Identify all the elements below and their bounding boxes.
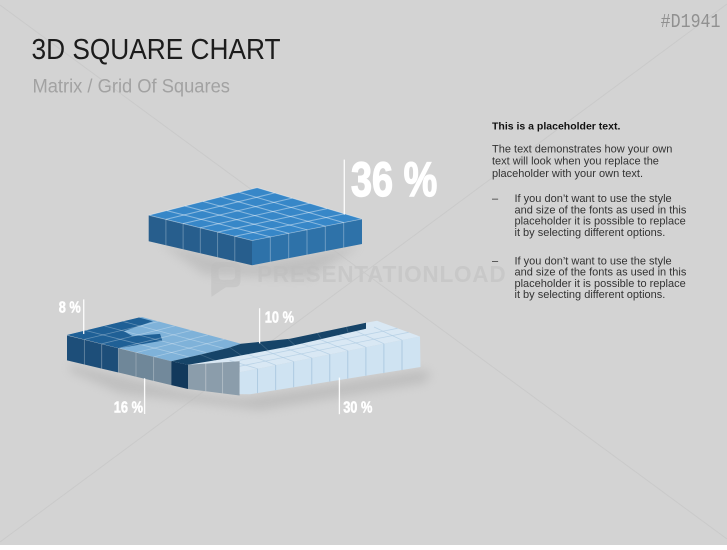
svg-text:placeholder it is possible to: placeholder it is possible to replace bbox=[515, 216, 686, 228]
svg-text:3D SQUARE CHART: 3D SQUARE CHART bbox=[31, 33, 280, 65]
svg-text:Matrix / Grid Of Squares: Matrix / Grid Of Squares bbox=[33, 76, 230, 98]
svg-text:and size of the fonts as used: and size of the fonts as used in this bbox=[515, 204, 687, 216]
svg-text:it by selecting different opti: it by selecting different options. bbox=[515, 227, 666, 239]
svg-text:placeholder it is possible to: placeholder it is possible to replace bbox=[515, 278, 686, 290]
svg-text:#D1941: #D1941 bbox=[661, 12, 721, 33]
svg-text:8 %: 8 % bbox=[59, 300, 81, 317]
svg-text:This is a placeholder text.: This is a placeholder text. bbox=[492, 121, 620, 133]
svg-text:placeholder with your own text: placeholder with your own text. bbox=[492, 168, 643, 180]
svg-text:it by selecting different opti: it by selecting different options. bbox=[515, 289, 666, 301]
svg-text:16 %: 16 % bbox=[114, 399, 143, 416]
svg-text:30 %: 30 % bbox=[343, 400, 372, 417]
svg-text:and size of the fonts as used: and size of the fonts as used in this bbox=[515, 267, 687, 279]
svg-text:If you don’t want to use the s: If you don’t want to use the style bbox=[515, 255, 672, 267]
svg-text:If you don’t want to use the s: If you don’t want to use the style bbox=[515, 193, 672, 205]
svg-text:The text demonstrates how your: The text demonstrates how your own bbox=[492, 144, 672, 156]
svg-text:–: – bbox=[492, 255, 499, 267]
svg-text:10 %: 10 % bbox=[265, 309, 294, 326]
svg-text:36 %: 36 % bbox=[351, 153, 437, 207]
svg-text:text will look when you replac: text will look when you replace the bbox=[492, 156, 659, 168]
svg-text:–: – bbox=[492, 193, 499, 205]
